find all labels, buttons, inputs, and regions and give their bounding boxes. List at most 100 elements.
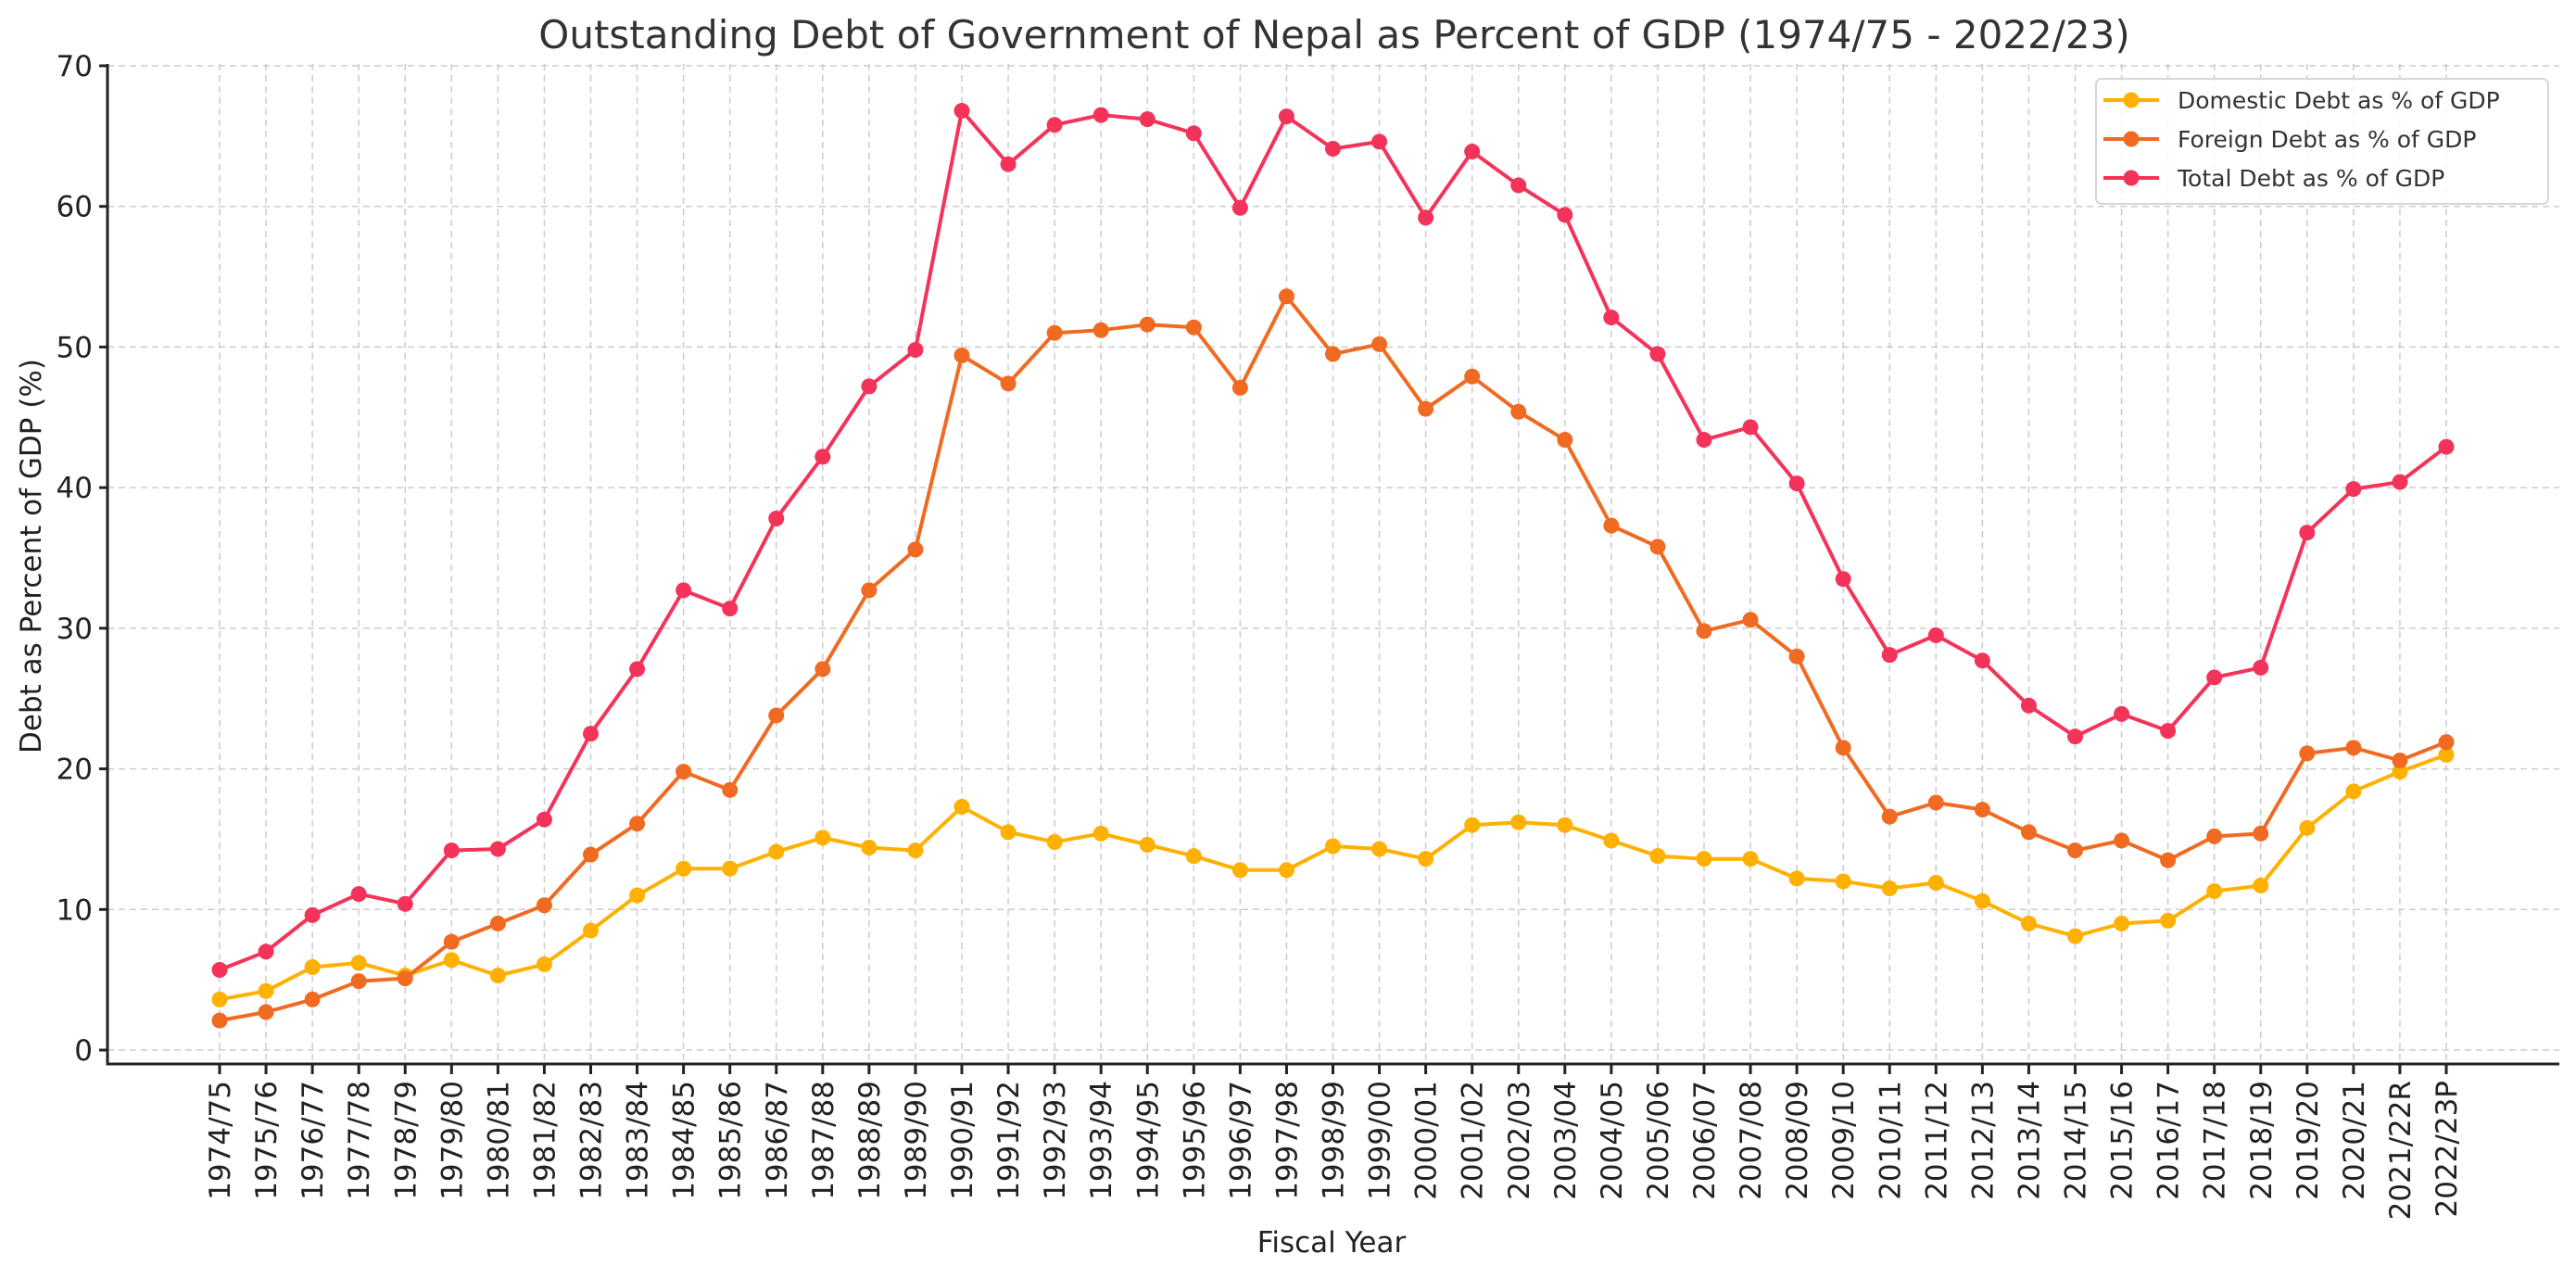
data-point: [258, 1004, 274, 1020]
x-tick-label: 2019/20: [2292, 1081, 2325, 1200]
data-point: [2438, 734, 2455, 751]
data-point: [1046, 324, 1063, 341]
legend-box: [2095, 78, 2549, 205]
data-point: [1464, 368, 1481, 385]
y-tick-label: 0: [74, 1034, 93, 1068]
y-tick-label: 70: [57, 50, 93, 83]
data-point: [536, 956, 552, 972]
y-axis-label: Debt as Percent of GDP (%): [15, 359, 48, 753]
x-tick-label: 2012/13: [1966, 1081, 2000, 1200]
data-point: [350, 955, 367, 971]
data-point: [676, 582, 692, 599]
legend-marker-icon: [2123, 131, 2140, 147]
x-tick-label: 1996/97: [1224, 1081, 1257, 1200]
data-point: [1881, 808, 1898, 825]
data-point: [1325, 838, 1341, 855]
data-point: [1649, 538, 1666, 555]
x-tick-label: 2014/15: [2060, 1081, 2093, 1200]
data-point: [2114, 832, 2130, 849]
x-tick-label: 2016/17: [2153, 1081, 2186, 1200]
data-point: [489, 915, 506, 931]
data-point: [2067, 728, 2083, 745]
x-ticks: 1974/75 1975/76 1976/77 1977/78 1978/79 1979/…: [204, 1064, 2464, 1220]
legend-label: Total Debt as % of GDP: [2177, 165, 2444, 192]
x-tick-label: 2015/16: [2106, 1081, 2140, 1200]
x-tick-label: 1978/79: [389, 1081, 423, 1200]
series-0: [211, 746, 2455, 1007]
legend-marker-icon: [2123, 170, 2140, 186]
x-tick-label: 2005/06: [1642, 1081, 1675, 1200]
data-point: [2020, 824, 2037, 841]
data-point: [211, 1012, 228, 1029]
x-tick-label: 2022/23P: [2431, 1081, 2464, 1217]
data-point: [1696, 432, 1712, 449]
data-point: [2299, 745, 2316, 762]
data-point: [1418, 400, 1434, 417]
data-point: [2299, 819, 2316, 836]
data-point: [1649, 848, 1666, 865]
data-point: [2114, 915, 2130, 931]
data-point: [1881, 880, 1898, 897]
data-point: [2299, 525, 2316, 541]
data-point: [629, 661, 646, 677]
data-point: [536, 897, 552, 914]
data-point: [953, 103, 970, 120]
y-ticks: 0 10 20 30 40 50 60 70: [57, 50, 107, 1068]
data-point: [1185, 125, 1202, 142]
data-point: [768, 511, 785, 527]
y-tick-label: 60: [57, 191, 93, 224]
series-1: [211, 288, 2455, 1029]
data-point: [2160, 912, 2177, 929]
data-point: [304, 991, 321, 1007]
x-tick-label: 1985/86: [714, 1081, 748, 1200]
x-tick-label: 1999/00: [1364, 1081, 1397, 1200]
x-tick-label: 1997/98: [1270, 1081, 1304, 1200]
x-tick-label: 1975/76: [250, 1081, 284, 1200]
data-point: [722, 601, 739, 617]
data-point: [211, 962, 228, 979]
data-point: [2114, 705, 2130, 722]
x-tick-label: 1980/81: [482, 1081, 515, 1200]
data-point: [443, 842, 460, 859]
data-point: [1510, 177, 1527, 194]
x-tick-label: 2003/04: [1549, 1081, 1583, 1200]
data-point: [1092, 107, 1109, 123]
x-tick-label: 2020/21: [2338, 1081, 2371, 1200]
data-point: [2438, 438, 2455, 455]
data-point: [1231, 862, 1248, 879]
data-point: [1788, 475, 1805, 492]
data-point: [1557, 817, 1573, 833]
data-point: [1000, 375, 1017, 392]
data-point: [443, 952, 460, 969]
x-tick-label: 2004/05: [1596, 1081, 1629, 1200]
data-point: [814, 661, 831, 677]
data-point: [2345, 481, 2362, 498]
data-point: [1139, 316, 1155, 333]
data-point: [2438, 746, 2455, 763]
data-point: [676, 860, 692, 877]
data-point: [443, 933, 460, 950]
data-point: [1278, 288, 1294, 305]
data-point: [1742, 419, 1759, 436]
data-point: [1046, 833, 1063, 850]
data-point: [1603, 310, 1620, 326]
x-tick-label: 1974/75: [204, 1081, 237, 1200]
data-point: [1278, 108, 1294, 125]
data-point: [1371, 336, 1388, 352]
legend-marker-icon: [2123, 92, 2140, 108]
data-point: [1139, 836, 1155, 853]
x-tick-label: 2010/11: [1874, 1081, 1907, 1200]
data-point: [1835, 571, 1851, 588]
x-tick-label: 1981/82: [528, 1081, 562, 1200]
data-point: [1974, 802, 1990, 818]
data-point: [1557, 207, 1573, 223]
data-point: [2206, 883, 2223, 900]
data-point: [676, 764, 692, 780]
y-tick-label: 50: [57, 331, 93, 364]
x-tick-label: 1992/93: [1039, 1081, 1072, 1200]
data-point: [1046, 117, 1063, 133]
data-point: [1510, 814, 1527, 830]
data-point: [1510, 403, 1527, 420]
x-tick-label: 2002/03: [1503, 1081, 1536, 1200]
x-tick-label: 2006/07: [1688, 1081, 1722, 1200]
